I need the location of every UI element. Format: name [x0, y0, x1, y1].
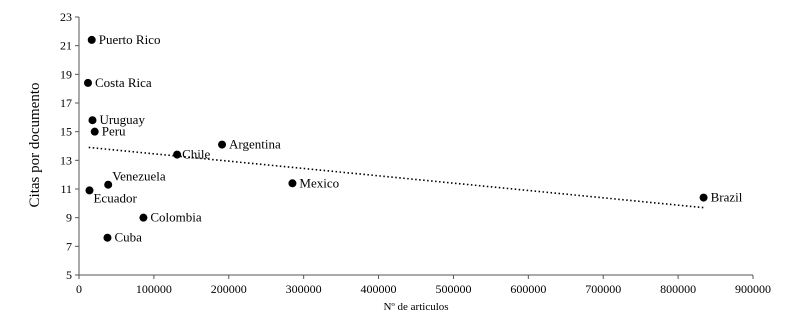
data-point — [139, 213, 148, 222]
x-tick-label: 100000 — [136, 282, 172, 296]
y-axis: 5 7 9 11 13 15 17 19 21 23 — [60, 10, 80, 282]
point-label: Colombia — [150, 210, 202, 225]
data-point — [218, 140, 227, 149]
x-tick-label: 200000 — [211, 282, 247, 296]
data-point — [88, 116, 97, 125]
x-axis-title: Nº de articulos — [383, 301, 448, 313]
data-point — [103, 233, 112, 242]
y-tick-label: 9 — [66, 211, 72, 225]
x-tick-label: 400000 — [361, 282, 397, 296]
point-label: Brazil — [711, 190, 743, 205]
y-tick-label: 17 — [60, 96, 72, 110]
data-point — [85, 186, 94, 195]
data-point — [104, 180, 113, 189]
data-point — [173, 150, 182, 159]
point-label: Ecuador — [93, 190, 137, 205]
data-point — [87, 35, 96, 44]
data-point — [699, 193, 708, 202]
y-tick-label: 5 — [66, 268, 72, 282]
x-tick-label: 700000 — [585, 282, 621, 296]
y-tick-label: 7 — [66, 239, 72, 253]
x-tick-label: 600000 — [510, 282, 546, 296]
data-point — [288, 179, 297, 188]
trendline-path — [88, 146, 704, 209]
x-tick-label: 900000 — [735, 282, 771, 296]
x-tick-label: 300000 — [286, 282, 322, 296]
x-tick-label: 500000 — [435, 282, 471, 296]
point-label: Argentina — [229, 137, 281, 152]
trendline — [88, 146, 704, 209]
point-label: Uruguay — [99, 112, 145, 127]
point-label: Puerto Rico — [99, 32, 161, 47]
y-tick-label: 23 — [60, 10, 72, 24]
x-tick-label: 800000 — [660, 282, 696, 296]
y-axis-title: Citas por documento — [27, 83, 43, 208]
y-tick-label: 15 — [60, 125, 72, 139]
point-label: Costa Rica — [95, 75, 152, 90]
y-tick-label: 21 — [60, 39, 72, 53]
point-label: Venezuela — [112, 169, 166, 184]
x-tick-label: 0 — [76, 282, 82, 296]
y-tick-label: 11 — [60, 182, 72, 196]
point-label: Chile — [182, 147, 210, 162]
x-axis: 0 100000 200000 300000 400000 500000 600000 700… — [76, 274, 771, 296]
point-label: Peru — [102, 124, 126, 139]
y-tick-label: 13 — [60, 153, 72, 167]
point-label: Cuba — [114, 230, 142, 245]
data-point — [90, 127, 99, 136]
point-label: Mexico — [299, 175, 339, 190]
data-points — [83, 35, 708, 242]
y-tick-label: 19 — [60, 67, 72, 81]
data-point — [83, 78, 92, 87]
